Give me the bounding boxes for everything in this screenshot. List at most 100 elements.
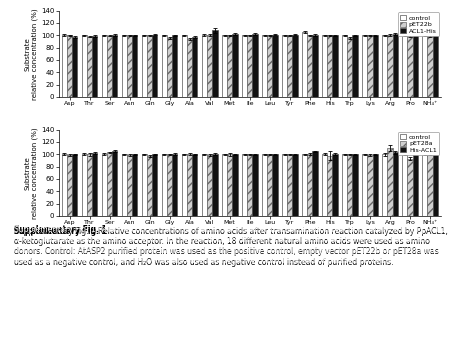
Bar [333,35,338,97]
Bar [407,159,413,216]
Legend: control, pET22b, ACL1-His: control, pET22b, ACL1-His [397,12,439,36]
Bar [287,35,292,97]
Bar [187,154,192,216]
Bar [307,154,312,216]
Bar [202,35,207,97]
Bar [112,150,117,216]
Bar [327,35,333,97]
Bar [327,155,333,216]
Bar [422,35,427,97]
Bar [172,154,177,216]
Legend: control, pET28a, His-ACL1: control, pET28a, His-ACL1 [398,132,439,155]
Bar [232,34,238,97]
Bar [192,154,198,216]
Bar [302,154,307,216]
Bar [267,154,272,216]
Bar [307,35,312,97]
Bar [67,35,72,97]
Bar [362,154,367,216]
Bar [272,35,278,97]
Bar [102,154,107,216]
Bar [72,37,77,97]
Bar [347,154,352,216]
Bar [247,35,252,97]
Y-axis label: Substrate
relative concentration (%): Substrate relative concentration (%) [25,127,38,219]
Bar [292,35,297,97]
Bar [387,148,392,216]
Bar [367,35,373,97]
Bar [142,35,147,97]
Bar [67,155,72,216]
Bar [352,35,358,97]
Bar [187,39,192,97]
Bar [247,154,252,216]
Bar [222,35,227,97]
Bar [202,154,207,216]
Bar [432,151,438,216]
Bar [347,38,352,97]
Bar [132,154,137,216]
Bar [212,30,217,97]
Bar [407,36,413,97]
Bar [432,35,438,97]
Bar [367,155,373,216]
Bar [252,34,257,97]
Bar [342,154,347,216]
Bar [127,155,132,216]
Bar [267,35,272,97]
Bar [82,35,87,97]
Bar [192,37,198,97]
Bar [262,35,267,97]
Bar [82,154,87,216]
Bar [292,154,297,216]
Bar [428,36,432,97]
Text: Supplementary Fig. 1: Supplementary Fig. 1 [14,227,106,235]
Bar [132,35,137,97]
Bar [167,38,172,97]
Bar [112,35,117,97]
Bar [92,153,97,216]
Bar [127,35,132,97]
Bar [382,35,387,97]
Bar [62,35,67,97]
Text: Supplementary Fig. 1 Relative concentrations of amino acids after transamination: Supplementary Fig. 1 Relative concentrat… [14,225,447,265]
Bar [207,155,212,216]
Bar [373,154,378,216]
Bar [182,154,187,216]
Bar [422,154,427,216]
Bar [162,35,167,97]
Bar [362,35,367,97]
Text: Supplementary Fig. 1: Supplementary Fig. 1 [14,225,106,234]
Bar [207,35,212,97]
Bar [282,154,287,216]
Bar [152,154,158,216]
Bar [392,153,398,216]
Bar [167,154,172,216]
Text: Supplementary Fig. 1 Relative concentrations of amino acids after transamination: Supplementary Fig. 1 Relative concentrat… [14,227,447,267]
Bar [252,154,257,216]
Y-axis label: Substrate
relative concentration (%): Substrate relative concentration (%) [25,8,38,99]
Bar [62,154,67,216]
Bar [402,35,407,97]
Bar [142,154,147,216]
Bar [227,154,232,216]
Bar [322,154,327,216]
Bar [107,36,112,97]
Bar [182,35,187,97]
Bar [232,154,238,216]
Bar [87,154,92,216]
Bar [428,154,432,216]
Bar [152,35,158,97]
Bar [352,154,358,216]
Bar [222,154,227,216]
Bar [242,154,247,216]
Bar [272,154,278,216]
Bar [87,36,92,97]
Bar [312,35,318,97]
Bar [227,35,232,97]
Bar [373,35,378,97]
Bar [413,154,418,216]
Bar [172,35,177,97]
Bar [147,156,152,216]
Bar [312,151,318,216]
